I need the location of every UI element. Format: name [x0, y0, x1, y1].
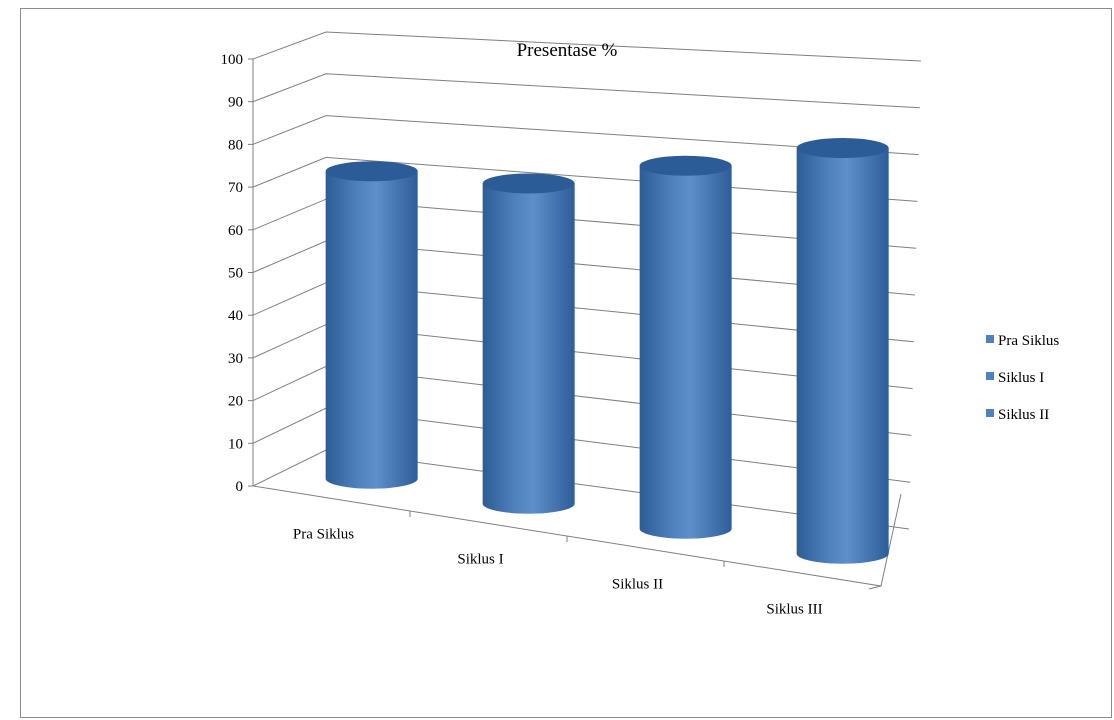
x-tick-label: Siklus I [457, 552, 503, 568]
x-tick-label: Siklus III [766, 602, 822, 618]
bar [326, 161, 418, 488]
bar [483, 173, 575, 513]
y-tick-label: 0 [236, 479, 244, 495]
x-tick-label: Siklus II [612, 577, 663, 593]
bar-top [640, 156, 732, 176]
y-tick-label: 20 [228, 394, 243, 410]
bar-top [797, 138, 889, 158]
bar-body [326, 171, 418, 488]
y-tick-label: 50 [228, 266, 243, 282]
legend-label: Siklus II [998, 407, 1049, 423]
legend-label: Pra Siklus [998, 333, 1059, 349]
bar-body [640, 166, 732, 539]
bar-body [483, 183, 575, 513]
legend-swatch [986, 335, 994, 343]
chart-svg: 0 10 20 30 40 50 60 70 80 90 100 Pra Siklus Siklus … [21, 9, 1113, 719]
y-axis-ticks: 0 10 20 30 40 50 60 70 80 90 100 [221, 52, 254, 495]
legend-swatch [986, 372, 994, 380]
y-tick-label: 10 [228, 436, 243, 452]
bar [640, 156, 732, 539]
bar-top [483, 173, 575, 193]
y-tick-label: 30 [228, 351, 243, 367]
y-tick-label: 70 [228, 180, 243, 196]
floor-corner [869, 586, 881, 589]
bar-body [797, 148, 889, 564]
legend-swatch [986, 409, 994, 417]
y-tick-label: 80 [228, 137, 243, 153]
bar-top [326, 161, 418, 181]
y-tick-label: 40 [228, 308, 243, 324]
chart-frame: 0 10 20 30 40 50 60 70 80 90 100 Pra Siklus Siklus … [20, 8, 1112, 718]
bars [326, 138, 889, 564]
chart-title: Presentase % [517, 40, 618, 61]
legend: Pra Siklus Siklus I Siklus II [986, 333, 1059, 423]
y-tick-label: 60 [228, 223, 243, 239]
gridline [253, 74, 920, 108]
y-tick-label: 90 [228, 95, 243, 111]
y-tick-label: 100 [221, 52, 244, 68]
legend-label: Siklus I [998, 370, 1044, 386]
bar [797, 138, 889, 564]
x-tick-label: Pra Siklus [293, 527, 354, 543]
